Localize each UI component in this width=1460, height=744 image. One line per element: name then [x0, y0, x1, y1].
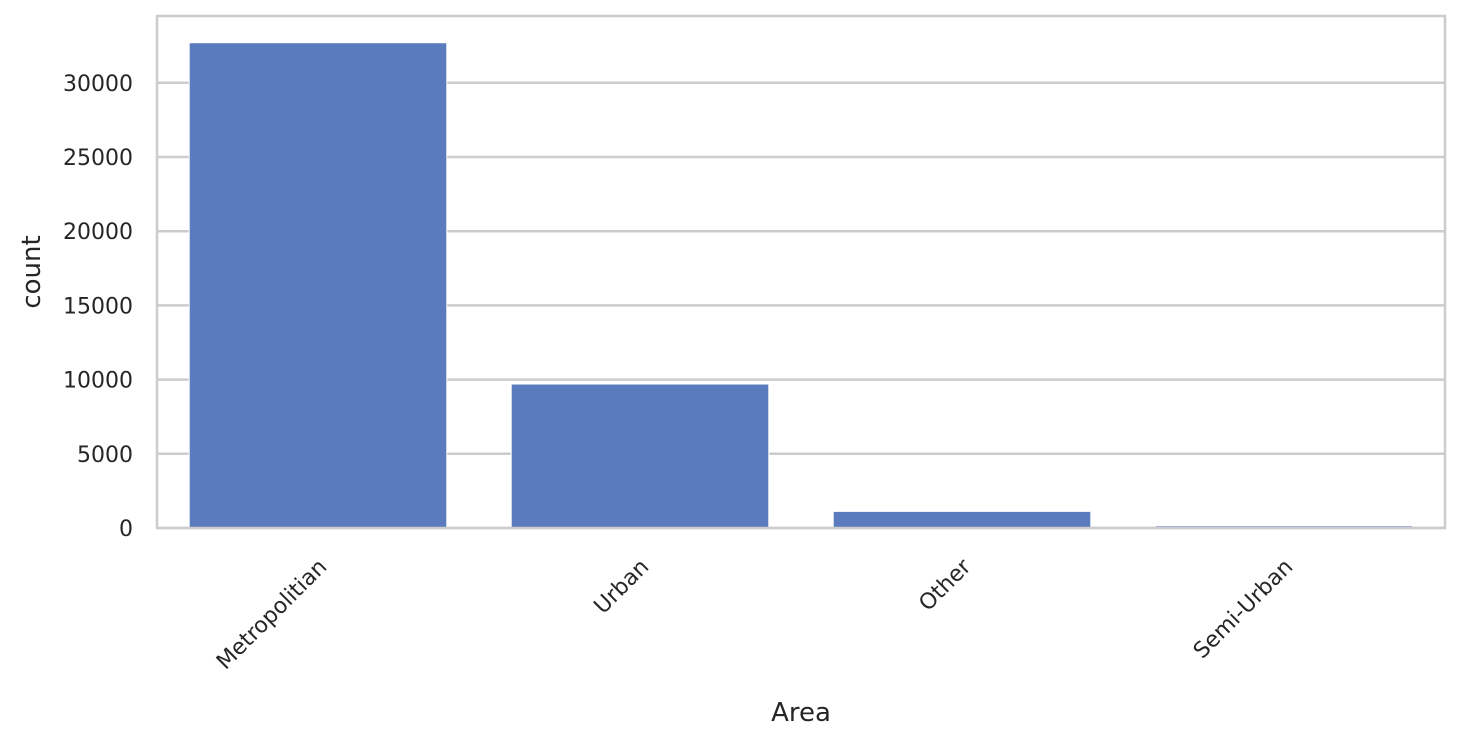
y-tick-label: 20000 [63, 220, 133, 245]
y-tick-label: 30000 [63, 72, 133, 97]
x-tick-label: Metropolitian [212, 555, 332, 675]
y-tick-label: 5000 [77, 443, 133, 468]
bars [188, 42, 1414, 529]
x-tick-label: Other [914, 554, 977, 617]
y-tick-label: 25000 [63, 146, 133, 171]
bar-urban [510, 383, 770, 529]
y-tick-label: 0 [119, 517, 133, 542]
bar-other [832, 510, 1092, 529]
x-tick-label: Semi-Urban [1189, 555, 1298, 664]
plot-frame [155, 14, 1447, 530]
y-tick-labels: 0 5000 10000 15000 20000 25000 30000 [63, 72, 133, 542]
x-axis-title: Area [771, 698, 831, 728]
x-tick-label: Urban [590, 555, 655, 620]
x-tick-labels: Metropolitian Urban Other Semi-Urban [212, 554, 1298, 675]
y-tick-label: 15000 [63, 294, 133, 319]
bar-metropolitian [188, 42, 448, 529]
y-tick-label: 10000 [63, 369, 133, 394]
y-axis-title: count [17, 235, 47, 308]
